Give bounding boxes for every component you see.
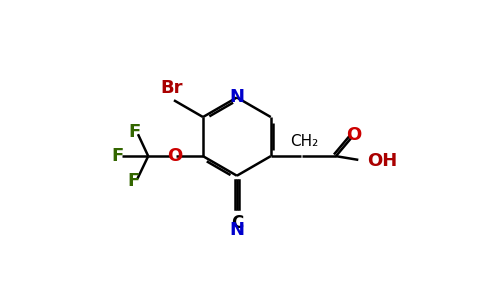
Text: N: N (229, 221, 244, 239)
Text: O: O (346, 126, 362, 144)
Text: F: F (111, 147, 124, 165)
Text: C: C (231, 214, 243, 232)
Text: F: F (128, 172, 140, 190)
Text: O: O (166, 147, 182, 165)
Text: OH: OH (367, 152, 397, 169)
Text: Br: Br (161, 79, 183, 97)
Text: F: F (128, 123, 140, 141)
Text: N: N (229, 88, 244, 106)
Text: CH₂: CH₂ (290, 134, 318, 149)
